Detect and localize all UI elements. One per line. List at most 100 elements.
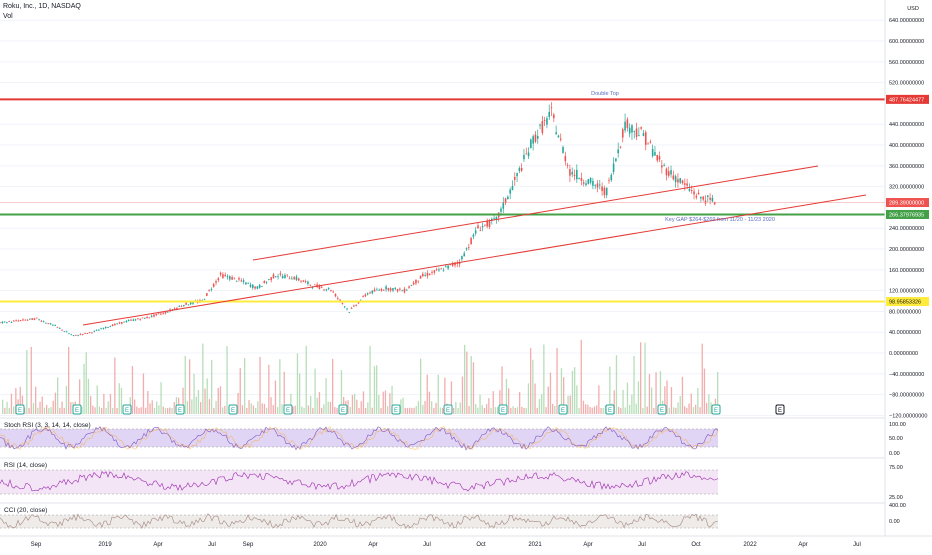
volume-bar bbox=[417, 401, 420, 414]
candle-body bbox=[343, 306, 346, 308]
volume-bar bbox=[701, 343, 703, 414]
candle-body bbox=[697, 192, 700, 195]
earnings-marker-label: E bbox=[394, 408, 398, 414]
candle-body bbox=[111, 324, 114, 327]
candle-body bbox=[137, 318, 139, 320]
candle-body bbox=[431, 271, 433, 273]
candle-body bbox=[684, 183, 686, 185]
volume-bar bbox=[35, 386, 37, 414]
candle-body bbox=[661, 165, 663, 168]
candle-body bbox=[65, 331, 68, 333]
volume-bar bbox=[391, 385, 393, 414]
price-tick-label: 320.00000000 bbox=[889, 185, 924, 191]
volume-bar bbox=[24, 407, 26, 414]
volume-bar bbox=[41, 396, 43, 414]
cci-line bbox=[0, 513, 719, 530]
candle-body bbox=[472, 234, 475, 237]
candle-body bbox=[419, 275, 422, 279]
candle-body bbox=[35, 317, 38, 319]
volume-bar bbox=[50, 407, 52, 414]
earnings-marker bbox=[283, 404, 293, 415]
volume-bar bbox=[472, 362, 475, 414]
candle-body bbox=[40, 320, 43, 322]
candle-body bbox=[362, 296, 364, 297]
volume-bar bbox=[191, 399, 193, 414]
candle-body bbox=[251, 284, 254, 288]
time-tick-label: 2020 bbox=[313, 542, 327, 548]
cci-label: CCI (20, close) bbox=[4, 507, 48, 514]
volume-bar bbox=[351, 395, 354, 414]
volume-bar bbox=[162, 406, 164, 414]
candle-body bbox=[378, 289, 380, 291]
candle-body bbox=[474, 230, 477, 234]
volume-bar bbox=[659, 371, 662, 414]
candle-body bbox=[394, 287, 397, 289]
volume-bar bbox=[2, 399, 4, 414]
candle-body bbox=[339, 299, 341, 301]
volume-bar bbox=[340, 370, 343, 414]
volume-bar bbox=[246, 407, 248, 414]
earnings-marker-upcoming bbox=[775, 404, 785, 415]
candle-body bbox=[127, 320, 130, 322]
candle-body bbox=[693, 191, 695, 195]
volume-bar bbox=[195, 396, 197, 414]
candle-body bbox=[592, 180, 594, 186]
volume-bar bbox=[490, 408, 492, 414]
indicator-tick-label: 400.00 bbox=[889, 503, 906, 509]
volume-bar bbox=[307, 405, 310, 414]
volume-bar bbox=[371, 407, 373, 414]
candle-body bbox=[125, 320, 128, 323]
candle-body bbox=[608, 180, 610, 182]
candle-body bbox=[484, 224, 486, 226]
volume-bar bbox=[624, 407, 626, 414]
candle-body bbox=[15, 320, 17, 322]
candle-body bbox=[61, 329, 63, 331]
candle-body bbox=[100, 328, 102, 330]
volume-bar bbox=[4, 407, 6, 414]
volume-bar bbox=[112, 407, 114, 414]
candle-body bbox=[311, 287, 314, 289]
candle-body bbox=[435, 269, 438, 271]
candle-body bbox=[185, 302, 187, 305]
volume-bar bbox=[270, 397, 272, 414]
candle-body bbox=[334, 293, 337, 297]
candle-body bbox=[102, 328, 105, 330]
volume-bar bbox=[171, 407, 173, 414]
candle-body bbox=[564, 156, 567, 162]
volume-bar bbox=[382, 391, 384, 414]
volume-bar bbox=[219, 386, 222, 414]
volume-bar bbox=[98, 406, 101, 414]
candle-body bbox=[525, 153, 528, 155]
time-tick-label: Sep bbox=[243, 542, 254, 548]
candle-body bbox=[513, 177, 516, 180]
volume-bar bbox=[63, 407, 65, 414]
volume-bar bbox=[200, 402, 202, 414]
earnings-marker-label: E bbox=[660, 408, 664, 414]
earnings-marker bbox=[72, 404, 82, 415]
volume-bar bbox=[94, 407, 96, 414]
candle-body bbox=[350, 308, 353, 309]
volume-bar bbox=[65, 385, 68, 414]
indicator-tick-label: 25.00 bbox=[889, 495, 903, 501]
earnings-marker-label: E bbox=[501, 408, 505, 414]
candle-body bbox=[288, 278, 291, 280]
candle-body bbox=[45, 322, 47, 324]
candle-body bbox=[596, 183, 599, 188]
candle-body bbox=[293, 277, 295, 280]
candle-body bbox=[663, 165, 665, 166]
candle-body bbox=[470, 238, 472, 245]
candle-body bbox=[424, 274, 426, 276]
candle-body bbox=[628, 127, 631, 134]
candle-body bbox=[91, 332, 93, 334]
candle-body bbox=[348, 312, 351, 314]
volume-bar bbox=[708, 394, 710, 414]
volume-bar bbox=[380, 407, 382, 414]
volume-bar bbox=[549, 372, 552, 414]
volume-label: Vol bbox=[3, 13, 13, 20]
volume-bar bbox=[675, 407, 677, 414]
candle-body bbox=[309, 284, 312, 286]
candle-body bbox=[647, 143, 649, 145]
candle-body bbox=[56, 326, 59, 328]
candle-body bbox=[270, 277, 272, 281]
volume-bar bbox=[690, 393, 692, 414]
